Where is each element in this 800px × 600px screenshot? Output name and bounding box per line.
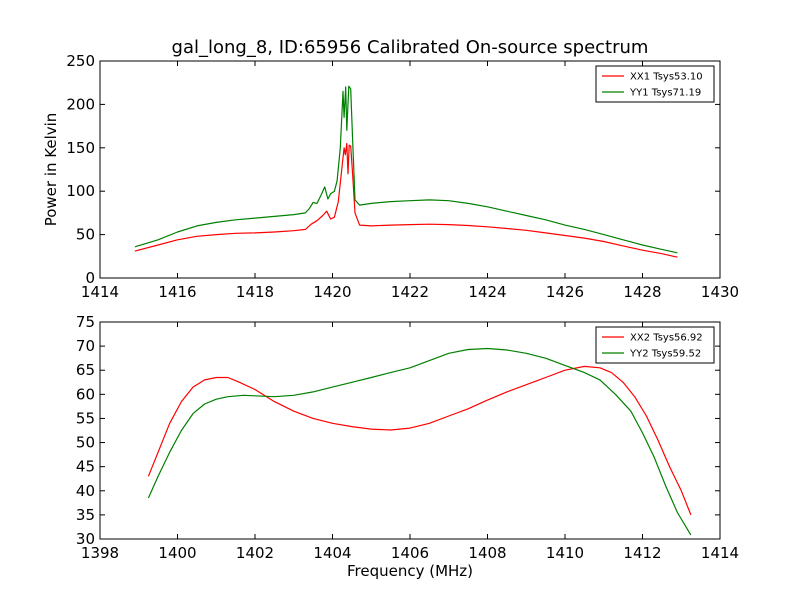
x-axis-label: Frequency (MHz) [347, 562, 473, 580]
y-axis-label: Power in Kelvin [42, 113, 60, 227]
legend-box [595, 65, 715, 103]
x-tick-label: 1412 [623, 544, 661, 562]
legend: XX1 Tsys53.10 YY1 Tsys71.19 [595, 65, 715, 103]
y-tick-label: 50 [76, 434, 95, 452]
bottom-panel: 1398 1400 1402 1404 1406 1408 1410 1412 1414 30 35… [76, 313, 739, 580]
legend-label: YY1 Tsys71.19 [629, 88, 701, 99]
series-line-xx [147, 365, 692, 516]
x-tick-label: 1414 [701, 544, 739, 562]
chart-title: gal_long_8, ID:65956 Calibrated On-sourc… [172, 37, 649, 58]
y-tick-label: 55 [76, 409, 95, 427]
y-tick-label: 35 [76, 506, 95, 524]
legend-box [595, 326, 715, 364]
x-tick-label: 1400 [158, 544, 196, 562]
x-tick-label: 1406 [391, 544, 429, 562]
x-tick-label: 1410 [546, 544, 584, 562]
top-panel: 1414 1416 1418 1420 1422 1424 1426 1428 1430 0 50 1… [42, 52, 739, 301]
x-tick-label: 1426 [546, 283, 584, 301]
x-tick-label: 1408 [468, 544, 506, 562]
y-tick-label: 70 [76, 337, 95, 355]
y-tick-label: 60 [76, 385, 95, 403]
x-tick-label: 1398 [81, 544, 119, 562]
x-tick-label: 1404 [313, 544, 351, 562]
x-tick-label: 1422 [391, 283, 429, 301]
series-line-xx [134, 142, 678, 258]
x-tick-label: 1424 [468, 283, 506, 301]
legend-label: XX1 Tsys53.10 [630, 72, 703, 83]
legend-label: XX2 Tsys56.92 [630, 333, 703, 344]
legend: XX2 Tsys56.92 YY2 Tsys59.52 [595, 326, 715, 364]
y-tick-label: 250 [66, 52, 95, 70]
x-tick-label: 1416 [158, 283, 196, 301]
x-tick-label: 1402 [236, 544, 274, 562]
x-tick-label: 1414 [81, 283, 119, 301]
y-tick-label: 150 [66, 139, 95, 157]
y-tick-label: 40 [76, 482, 95, 500]
y-tick-label: 50 [76, 226, 95, 244]
y-tick-label: 30 [76, 530, 95, 548]
x-tick-label: 1420 [313, 283, 351, 301]
series-line-yy [134, 85, 678, 254]
x-tick-label: 1428 [623, 283, 661, 301]
x-tick-label: 1418 [236, 283, 274, 301]
y-tick-label: 45 [76, 458, 95, 476]
legend-label: YY2 Tsys59.52 [629, 349, 701, 360]
y-tick-label: 100 [66, 182, 95, 200]
x-tick-label: 1430 [701, 283, 739, 301]
y-tick-label: 65 [76, 361, 95, 379]
y-tick-label: 75 [76, 313, 95, 331]
y-tick-label: 0 [85, 269, 95, 287]
series-line-yy [147, 347, 692, 536]
y-tick-label: 200 [66, 95, 95, 113]
